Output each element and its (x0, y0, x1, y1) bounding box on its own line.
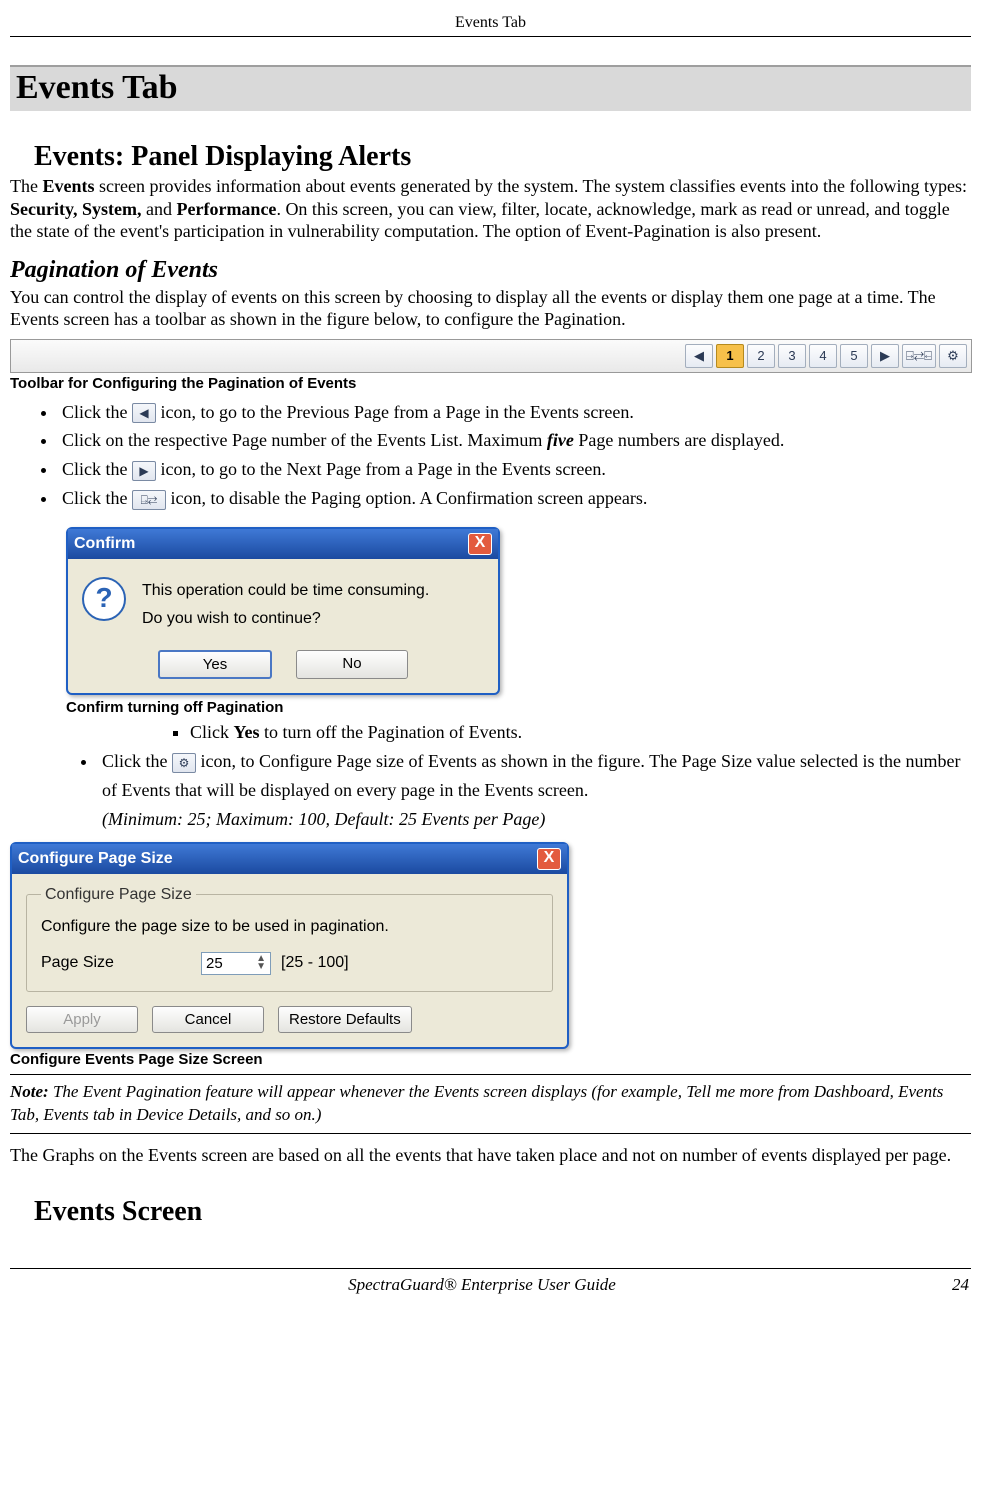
note-label: Note: (10, 1082, 49, 1101)
text: Click on the respective Page number of t… (62, 430, 547, 450)
text: The (10, 176, 42, 196)
page-footer: SpectraGuard® Enterprise User Guide 24 (10, 1268, 971, 1309)
confirm-title-text: Confirm (74, 535, 135, 553)
list-item: Click the ⍈⇄ icon, to disable the Paging… (58, 484, 971, 513)
pager-page-1[interactable]: 1 (716, 344, 744, 368)
pager-toggle-button[interactable]: ⍈⇄⍇ (902, 344, 936, 368)
confirm-line2: Do you wish to continue? (142, 605, 429, 634)
page-size-label: Page Size (41, 954, 191, 972)
text: Click (190, 722, 234, 742)
pager-page-3[interactable]: 3 (778, 344, 806, 368)
caption-toolbar: Toolbar for Configuring the Pagination o… (10, 375, 971, 392)
cfg-row: Page Size 25 ▲▼ [25 - 100] (41, 952, 538, 975)
page-number: 24 (952, 1275, 969, 1295)
configure-page-size-dialog: Configure Page Size X Configure Page Siz… (10, 842, 569, 1049)
confirm-titlebar: Confirm X (68, 529, 498, 559)
text-bold: Yes (234, 722, 260, 742)
text: Click the (102, 751, 172, 771)
text-bold: Security, System, (10, 199, 141, 219)
section-banner: Events Tab (10, 65, 971, 111)
intro-paragraph: The Events screen provides information a… (10, 175, 971, 243)
text: screen provides information about events… (95, 176, 967, 196)
pager-controls: ◀ 1 2 3 4 5 ▶ ⍈⇄⍇ ⚙ (685, 344, 967, 368)
prev-icon: ◀ (132, 403, 156, 423)
pagination-toolbar: ◀ 1 2 3 4 5 ▶ ⍈⇄⍇ ⚙ (10, 339, 972, 373)
heading-events-screen: Events Screen (34, 1196, 971, 1228)
running-header: Events Tab (10, 10, 971, 37)
no-button[interactable]: No (296, 650, 408, 679)
text: and (141, 199, 176, 219)
text-bold: Performance (176, 199, 276, 219)
cfg-description: Configure the page size to be used in pa… (41, 918, 538, 936)
text-bold: Events (42, 176, 94, 196)
spinner-arrows-icon[interactable]: ▲▼ (256, 955, 266, 971)
square-list: Click Yes to turn off the Pagination of … (190, 722, 971, 743)
apply-button[interactable]: Apply (26, 1006, 138, 1033)
note-text: The Event Pagination feature will appear… (10, 1082, 943, 1124)
cfg-buttons: Apply Cancel Restore Defaults (12, 1006, 567, 1047)
close-icon[interactable]: X (468, 533, 492, 555)
cfg-titlebar: Configure Page Size X (12, 844, 567, 874)
caption-configure: Configure Events Page Size Screen (10, 1051, 971, 1068)
cancel-button[interactable]: Cancel (152, 1006, 264, 1033)
page-size-range: [25 - 100] (281, 954, 349, 972)
config-icon: ⚙ (172, 753, 196, 773)
text-bold-italic: five (547, 430, 574, 450)
confirm-buttons: Yes No (68, 646, 498, 693)
list-item: Click on the respective Page number of t… (58, 426, 971, 455)
restore-defaults-button[interactable]: Restore Defaults (278, 1006, 412, 1033)
footer-title: SpectraGuard® Enterprise User Guide (348, 1275, 616, 1295)
pager-config-button[interactable]: ⚙ (939, 344, 967, 368)
caption-confirm: Confirm turning off Pagination (66, 699, 971, 716)
text: Click the (62, 488, 132, 508)
text: icon, to go to the Next Page from a Page… (156, 459, 606, 479)
list-item: Click the ⚙ icon, to Configure Page size… (98, 747, 971, 833)
text: Click the (62, 402, 132, 422)
list-item: Click the ◀ icon, to go to the Previous … (58, 398, 971, 427)
bullet-list-2: Click the ⚙ icon, to Configure Page size… (98, 747, 971, 833)
bullet-list: Click the ◀ icon, to go to the Previous … (58, 398, 971, 513)
confirm-dialog: Confirm X ? This operation could be time… (66, 527, 500, 696)
range-note: (Minimum: 25; Maximum: 100, Default: 25 … (102, 805, 971, 834)
graphs-paragraph: The Graphs on the Events screen are base… (10, 1144, 971, 1167)
text: icon, to disable the Paging option. A Co… (166, 488, 647, 508)
pager-page-4[interactable]: 4 (809, 344, 837, 368)
pager-page-5[interactable]: 5 (840, 344, 868, 368)
text: icon, to Configure Page size of Events a… (102, 751, 960, 800)
cfg-fieldset: Configure Page Size Configure the page s… (26, 886, 553, 992)
heading-panel-alerts: Events: Panel Displaying Alerts (34, 141, 971, 173)
list-item: Click Yes to turn off the Pagination of … (190, 722, 971, 743)
next-icon: ▶ (132, 461, 156, 481)
confirm-body: ? This operation could be time consuming… (68, 559, 498, 647)
question-icon: ? (82, 577, 126, 621)
close-icon[interactable]: X (537, 848, 561, 870)
pagination-paragraph: You can control the display of events on… (10, 286, 971, 331)
cfg-legend: Configure Page Size (41, 886, 196, 904)
text: to turn off the Pagination of Events. (260, 722, 523, 742)
note-box: Note: The Event Pagination feature will … (10, 1074, 971, 1134)
pager-page-2[interactable]: 2 (747, 344, 775, 368)
yes-button[interactable]: Yes (158, 650, 272, 679)
text: Click the (62, 459, 132, 479)
page-size-value: 25 (206, 955, 223, 972)
toggle-paging-icon: ⍈⇄ (132, 490, 166, 510)
text: Page numbers are displayed. (574, 430, 784, 450)
page-size-spinner[interactable]: 25 ▲▼ (201, 952, 271, 975)
confirm-line1: This operation could be time consuming. (142, 577, 429, 606)
confirm-message: This operation could be time consuming. … (142, 577, 429, 635)
list-item: Click the ▶ icon, to go to the Next Page… (58, 455, 971, 484)
heading-pagination: Pagination of Events (10, 257, 971, 284)
cfg-title-text: Configure Page Size (18, 850, 173, 868)
pager-next-button[interactable]: ▶ (871, 344, 899, 368)
text: icon, to go to the Previous Page from a … (156, 402, 634, 422)
pager-prev-button[interactable]: ◀ (685, 344, 713, 368)
